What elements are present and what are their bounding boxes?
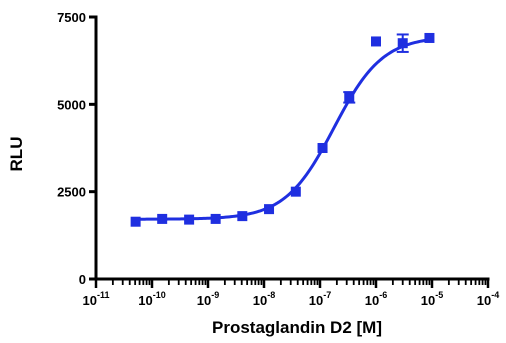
x-tick-exponent: -8 [267, 290, 275, 300]
data-point [397, 38, 408, 49]
data-point [424, 32, 435, 43]
x-tick-label: 10-4 [477, 290, 499, 308]
data-point [210, 213, 221, 224]
x-tick-base: 10 [365, 293, 379, 308]
data-point [344, 92, 355, 103]
data-point [290, 186, 301, 197]
y-tick-label: 5000 [57, 97, 86, 112]
fit-curve [135, 38, 430, 221]
data-points-layer [130, 32, 435, 227]
data-point [157, 213, 168, 224]
x-tick-exponent: -7 [323, 290, 331, 300]
x-tick-base: 10 [197, 293, 211, 308]
x-tick-exponent: -5 [435, 290, 443, 300]
x-tick-base: 10 [253, 293, 267, 308]
x-tick-label: 10-10 [138, 290, 165, 308]
x-tick-label: 10-6 [365, 290, 387, 308]
data-point [371, 36, 381, 47]
x-axis-title: Prostaglandin D2 [M] [212, 318, 382, 337]
x-tick-base: 10 [477, 293, 491, 308]
x-tick-exponent: -11 [97, 290, 110, 300]
x-tick-exponent: -4 [491, 290, 499, 300]
data-point [317, 143, 328, 153]
data-point [184, 214, 195, 225]
x-tick-label: 10-11 [83, 290, 110, 308]
x-tick-label: 10-7 [309, 290, 331, 308]
x-tick-base: 10 [138, 293, 152, 308]
x-tick-label: 10-8 [253, 290, 275, 308]
fit-curve-layer [135, 38, 430, 221]
x-tick-base: 10 [83, 293, 97, 308]
data-point [130, 216, 141, 227]
x-tick-exponent: -10 [153, 290, 166, 300]
y-tick-label: 2500 [57, 185, 86, 200]
data-point [237, 211, 248, 222]
x-tick-exponent: -6 [379, 290, 387, 300]
x-tick-base: 10 [309, 293, 323, 308]
data-point [264, 204, 275, 215]
y-axis-title: RLU [7, 137, 26, 172]
x-tick-exponent: -9 [211, 290, 219, 300]
y-tick-label: 0 [79, 272, 86, 287]
x-tick-label: 10-9 [197, 290, 219, 308]
x-tick-label: 10-5 [421, 290, 443, 308]
x-tick-base: 10 [421, 293, 435, 308]
y-tick-label: 7500 [57, 10, 86, 25]
